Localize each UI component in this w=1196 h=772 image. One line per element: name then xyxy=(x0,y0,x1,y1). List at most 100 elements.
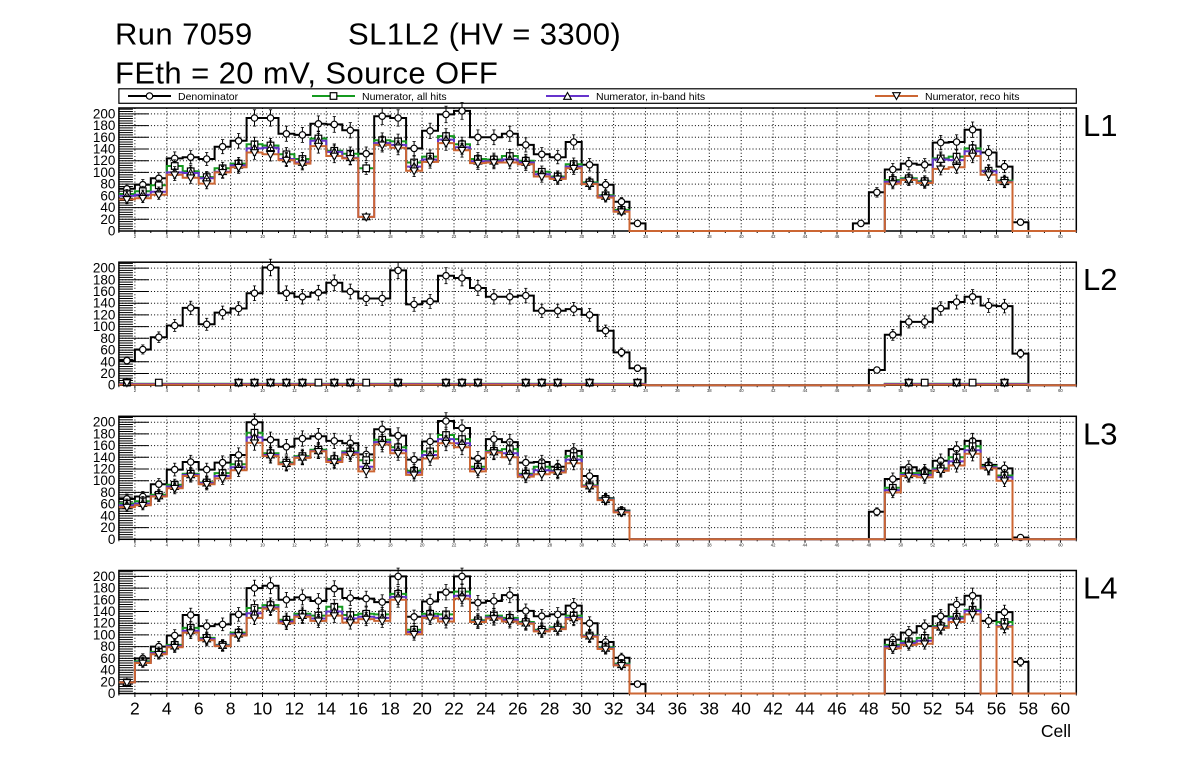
svg-text:52: 52 xyxy=(930,542,935,547)
svg-text:120: 120 xyxy=(93,153,116,168)
svg-text:24: 24 xyxy=(476,699,496,719)
svg-text:32: 32 xyxy=(604,699,623,719)
svg-text:0: 0 xyxy=(108,686,116,701)
svg-text:40: 40 xyxy=(739,388,744,393)
svg-text:L2: L2 xyxy=(1083,262,1117,297)
svg-text:20: 20 xyxy=(412,699,432,719)
svg-text:Numerator, reco hits: Numerator, reco hits xyxy=(925,91,1020,103)
svg-text:34: 34 xyxy=(643,542,648,547)
svg-text:46: 46 xyxy=(835,234,840,239)
svg-text:4: 4 xyxy=(166,542,169,547)
svg-text:42: 42 xyxy=(763,699,782,719)
svg-text:8: 8 xyxy=(229,542,232,547)
svg-text:44: 44 xyxy=(803,388,808,393)
svg-text:60: 60 xyxy=(100,651,115,666)
svg-text:46: 46 xyxy=(835,542,840,547)
svg-text:50: 50 xyxy=(898,388,903,393)
svg-text:14: 14 xyxy=(324,388,329,393)
svg-text:12: 12 xyxy=(285,699,304,719)
svg-text:160: 160 xyxy=(93,130,116,145)
svg-text:16: 16 xyxy=(356,234,361,239)
svg-text:40: 40 xyxy=(100,200,115,215)
svg-text:56: 56 xyxy=(994,234,999,239)
svg-text:24: 24 xyxy=(484,542,489,547)
svg-text:26: 26 xyxy=(515,388,520,393)
svg-text:24: 24 xyxy=(484,234,489,239)
svg-text:20: 20 xyxy=(100,674,115,689)
svg-text:160: 160 xyxy=(93,438,116,453)
svg-text:18: 18 xyxy=(380,699,399,719)
svg-text:4: 4 xyxy=(166,234,169,239)
svg-text:42: 42 xyxy=(771,542,776,547)
svg-text:4: 4 xyxy=(162,699,172,719)
svg-text:28: 28 xyxy=(540,699,559,719)
svg-text:20: 20 xyxy=(100,520,115,535)
svg-text:20: 20 xyxy=(100,212,115,227)
svg-text:58: 58 xyxy=(1019,699,1038,719)
svg-text:40: 40 xyxy=(100,508,115,523)
svg-text:22: 22 xyxy=(452,542,457,547)
svg-text:22: 22 xyxy=(452,388,457,393)
svg-text:8: 8 xyxy=(226,699,236,719)
svg-text:L4: L4 xyxy=(1083,571,1117,606)
svg-text:Numerator, all hits: Numerator, all hits xyxy=(362,91,447,103)
svg-text:48: 48 xyxy=(867,234,872,239)
svg-text:38: 38 xyxy=(707,388,712,393)
svg-text:160: 160 xyxy=(93,284,116,299)
svg-text:40: 40 xyxy=(739,234,744,239)
svg-text:0: 0 xyxy=(108,532,116,547)
svg-text:26: 26 xyxy=(508,699,527,719)
svg-text:140: 140 xyxy=(93,604,116,619)
svg-text:22: 22 xyxy=(444,699,463,719)
svg-text:60: 60 xyxy=(100,188,115,203)
svg-text:50: 50 xyxy=(891,699,911,719)
svg-text:180: 180 xyxy=(93,118,116,133)
svg-text:Cell: Cell xyxy=(1041,721,1071,741)
svg-text:60: 60 xyxy=(100,343,115,358)
svg-text:46: 46 xyxy=(827,699,846,719)
svg-text:140: 140 xyxy=(93,450,116,465)
svg-text:60: 60 xyxy=(1058,388,1063,393)
svg-text:46: 46 xyxy=(835,388,840,393)
svg-text:54: 54 xyxy=(962,388,967,393)
svg-text:54: 54 xyxy=(962,234,967,239)
svg-text:18: 18 xyxy=(388,542,393,547)
svg-text:14: 14 xyxy=(317,699,337,719)
svg-text:38: 38 xyxy=(707,542,712,547)
svg-text:58: 58 xyxy=(1026,234,1031,239)
svg-text:52: 52 xyxy=(930,234,935,239)
svg-text:36: 36 xyxy=(675,542,680,547)
svg-text:40: 40 xyxy=(731,699,751,719)
svg-text:100: 100 xyxy=(93,627,116,642)
svg-text:10: 10 xyxy=(260,542,265,547)
svg-text:4: 4 xyxy=(166,388,169,393)
svg-text:36: 36 xyxy=(668,699,687,719)
svg-text:56: 56 xyxy=(994,542,999,547)
svg-text:44: 44 xyxy=(803,542,808,547)
svg-text:34: 34 xyxy=(643,388,648,393)
svg-text:6: 6 xyxy=(198,388,201,393)
svg-text:80: 80 xyxy=(100,485,115,500)
svg-text:200: 200 xyxy=(93,106,116,121)
svg-text:36: 36 xyxy=(675,388,680,393)
svg-text:2: 2 xyxy=(130,699,140,719)
svg-text:30: 30 xyxy=(572,699,592,719)
svg-text:80: 80 xyxy=(100,331,115,346)
svg-text:34: 34 xyxy=(643,234,648,239)
svg-text:8: 8 xyxy=(229,388,232,393)
svg-text:20: 20 xyxy=(100,366,115,381)
svg-text:200: 200 xyxy=(93,569,116,584)
svg-text:SL1L2 (HV = 3300): SL1L2 (HV = 3300) xyxy=(348,17,621,52)
svg-text:140: 140 xyxy=(93,142,116,157)
svg-text:32: 32 xyxy=(611,388,616,393)
svg-text:L1: L1 xyxy=(1083,108,1117,143)
svg-text:10: 10 xyxy=(260,234,265,239)
svg-text:Run 7059: Run 7059 xyxy=(115,17,253,52)
svg-text:180: 180 xyxy=(93,581,116,596)
svg-text:52: 52 xyxy=(923,699,942,719)
svg-text:120: 120 xyxy=(93,307,116,322)
svg-text:20: 20 xyxy=(420,542,425,547)
svg-text:54: 54 xyxy=(955,699,975,719)
svg-text:18: 18 xyxy=(388,388,393,393)
svg-text:16: 16 xyxy=(349,699,368,719)
